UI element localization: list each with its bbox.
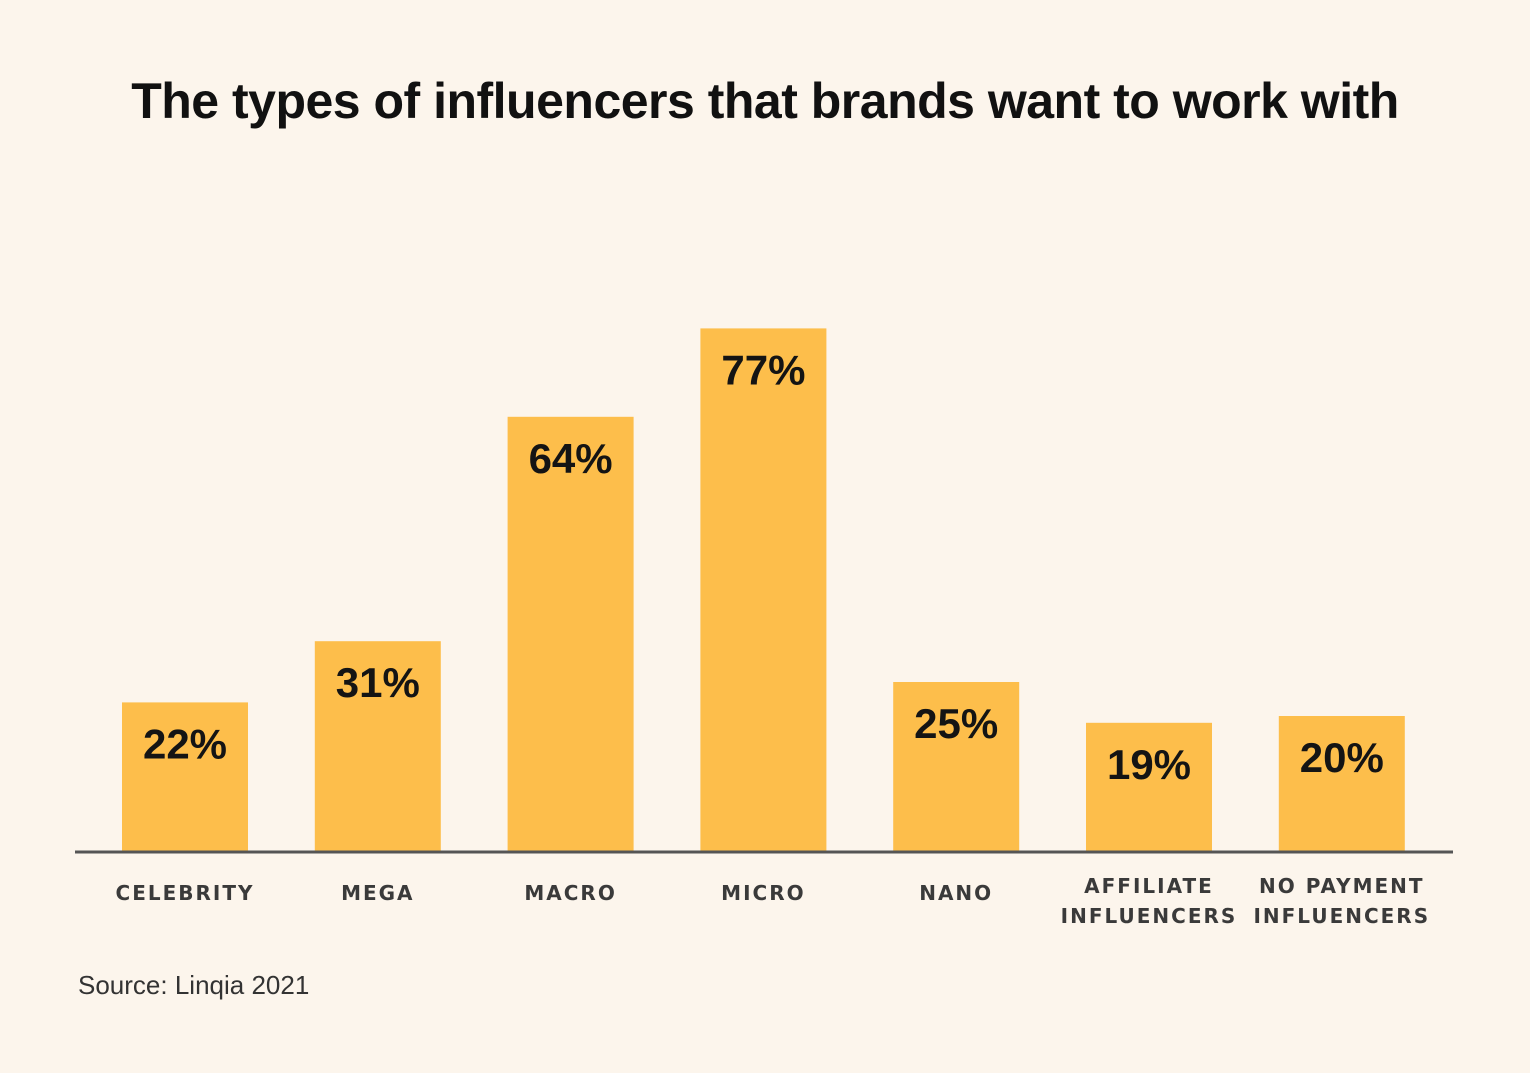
- bar-no-payment-influencers: [1278, 716, 1405, 852]
- category-label: MICRO: [721, 881, 805, 905]
- category-label: NO PAYMENT: [1259, 874, 1425, 898]
- category-label: MACRO: [524, 881, 616, 905]
- category-label: NANO: [919, 881, 993, 905]
- value-label: 22%: [143, 720, 227, 767]
- value-label: 31%: [336, 659, 420, 706]
- bar-mega: [314, 641, 441, 852]
- value-label: 20%: [1300, 734, 1384, 781]
- category-label: AFFILIATE: [1084, 874, 1214, 898]
- category-label: MEGA: [341, 881, 414, 905]
- value-labels-group: 22% 31% 64% 77% 25% 19% 20%: [143, 346, 1384, 787]
- source-note: Source: Linqia 2021: [78, 970, 310, 1000]
- bar-micro: [700, 328, 827, 852]
- value-label: 64%: [529, 435, 613, 482]
- bars-group: [122, 328, 1405, 852]
- bar-macro: [507, 416, 634, 852]
- bar-celebrity: [122, 702, 248, 852]
- category-label: CELEBRITY: [116, 881, 255, 905]
- category-labels-group: CELEBRITY MEGA MACRO MICRO NANO AFFILIATE INFL…: [116, 874, 1430, 928]
- bar-nano: [893, 682, 1020, 852]
- chart-title: The types of influencers that brands wan…: [131, 73, 1399, 129]
- category-label: INFLUENCERS: [1253, 904, 1430, 928]
- value-label: 19%: [1107, 741, 1191, 788]
- value-label: 77%: [721, 346, 805, 393]
- bar-affiliate-influencers: [1086, 722, 1212, 852]
- category-label: INFLUENCERS: [1061, 904, 1238, 928]
- value-label: 25%: [914, 700, 998, 747]
